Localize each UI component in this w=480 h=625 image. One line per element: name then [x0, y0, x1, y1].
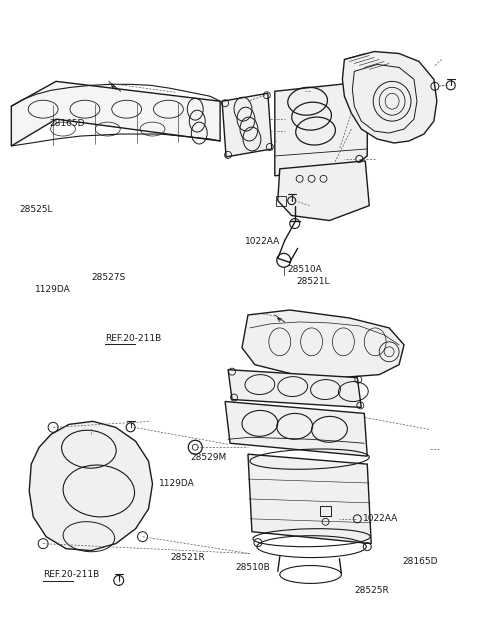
Polygon shape	[278, 161, 369, 221]
Text: 28521L: 28521L	[296, 277, 330, 286]
Text: 1022AA: 1022AA	[245, 237, 280, 246]
Text: 28165D: 28165D	[402, 556, 438, 566]
Polygon shape	[225, 401, 367, 456]
Text: 28521R: 28521R	[171, 553, 205, 562]
Polygon shape	[275, 83, 367, 176]
Text: 28525R: 28525R	[355, 586, 389, 595]
Polygon shape	[248, 454, 371, 544]
Polygon shape	[12, 81, 220, 146]
Text: REF.20-211B: REF.20-211B	[43, 570, 100, 579]
Text: 28529M: 28529M	[190, 453, 226, 462]
Text: 1022AA: 1022AA	[363, 514, 398, 523]
Text: 28165D: 28165D	[49, 119, 84, 128]
Text: 28527S: 28527S	[91, 273, 125, 282]
Polygon shape	[242, 310, 404, 378]
Text: 28525L: 28525L	[20, 206, 53, 214]
Text: 1129DA: 1129DA	[35, 285, 71, 294]
Polygon shape	[228, 369, 361, 408]
Polygon shape	[342, 51, 437, 143]
Text: 28510B: 28510B	[235, 562, 270, 572]
Text: 28510A: 28510A	[288, 264, 323, 274]
Text: REF.20-211B: REF.20-211B	[106, 334, 162, 343]
Text: 1129DA: 1129DA	[159, 479, 194, 488]
Polygon shape	[29, 421, 153, 551]
Polygon shape	[222, 93, 272, 157]
